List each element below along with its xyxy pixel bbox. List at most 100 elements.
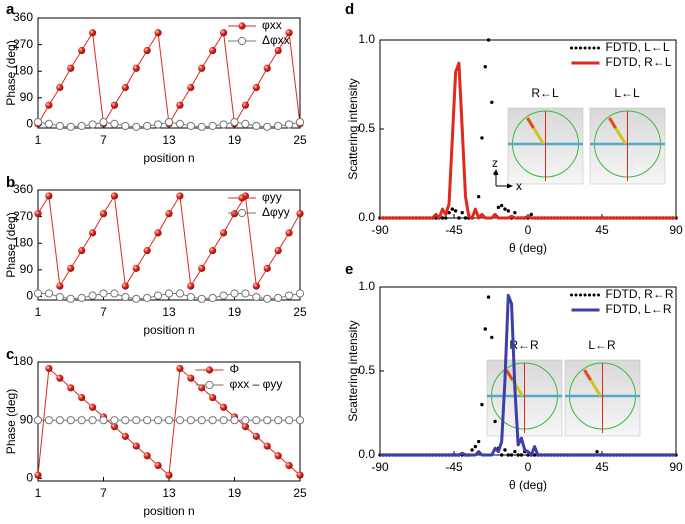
data-marker (44, 119, 54, 128)
data-dot (463, 216, 468, 220)
legend-swatch (570, 46, 573, 50)
data-marker (132, 122, 141, 131)
data-marker (164, 117, 174, 127)
x-tick-label: 1 (35, 133, 42, 147)
data-marker (77, 416, 86, 425)
data-marker (197, 122, 206, 131)
data-marker (55, 121, 64, 131)
data-marker (263, 122, 272, 131)
data-dot (473, 444, 478, 449)
x-tick-label: 19 (228, 133, 242, 147)
data-dot (457, 216, 461, 220)
data-marker (198, 384, 206, 392)
data-marker (175, 416, 185, 425)
data-marker (285, 229, 293, 237)
data-marker (186, 292, 195, 302)
arrow-head (507, 183, 513, 189)
data-marker (164, 289, 174, 298)
data-marker (285, 461, 293, 470)
legend-swatch (574, 46, 578, 50)
y-axis-label: Phase (deg) (4, 389, 18, 454)
data-dot (503, 207, 507, 211)
x-tick-label: 0 (525, 223, 532, 237)
data-dot (490, 335, 494, 340)
x-axis-label: position n (143, 504, 194, 518)
x-axis-label: θ (deg) (509, 241, 547, 255)
data-marker (88, 291, 97, 300)
data-marker (143, 452, 151, 460)
legend-swatch (238, 194, 246, 202)
data-dot (519, 453, 524, 457)
data-dot (595, 449, 599, 454)
panel-label: e (345, 261, 353, 278)
x-tick-label: 1 (35, 486, 42, 500)
data-marker (66, 122, 75, 131)
data-marker (56, 374, 64, 382)
data-marker (176, 364, 184, 373)
data-marker (252, 121, 261, 131)
data-dot (444, 216, 448, 220)
data-marker (165, 210, 173, 218)
data-marker (175, 119, 185, 128)
data-marker (45, 364, 53, 373)
data-marker (78, 393, 86, 402)
data-dot (529, 212, 533, 217)
y-tick-label: 90 (20, 412, 34, 426)
data-marker (176, 192, 184, 200)
data-marker (33, 416, 43, 425)
data-marker (110, 192, 119, 200)
data-marker (121, 282, 129, 290)
legend-swatch (588, 293, 591, 297)
data-dot (450, 207, 455, 211)
data-marker (241, 289, 250, 298)
data-marker (67, 384, 75, 392)
data-marker (263, 442, 271, 450)
y-axis-label: Scattering intensity (346, 78, 360, 179)
legend-swatch (592, 293, 596, 297)
y-tick-label: 360 (13, 182, 33, 196)
data-marker (165, 471, 173, 479)
data-marker (274, 452, 282, 460)
legend-swatch (588, 46, 591, 50)
data-dot (486, 295, 491, 299)
data-marker (99, 289, 108, 298)
x-tick-label: 25 (293, 133, 307, 147)
inset-label: R←R (509, 338, 539, 352)
data-marker (110, 289, 119, 298)
data-marker (143, 121, 152, 131)
x-tick-label: 7 (100, 305, 107, 319)
data-marker (252, 292, 261, 302)
data-marker (99, 416, 108, 425)
x-tick-label: 19 (228, 486, 242, 500)
data-dot (493, 171, 497, 176)
x-tick-label: -90 (371, 223, 389, 237)
data-marker (296, 210, 304, 218)
data-marker (230, 117, 239, 127)
data-dot (503, 448, 507, 452)
data-marker (241, 119, 250, 128)
data-marker (132, 442, 140, 450)
data-marker (132, 416, 141, 425)
data-dot (490, 100, 494, 105)
data-marker (252, 83, 260, 92)
legend-swatch (570, 293, 573, 297)
legend-swatch (237, 36, 247, 46)
x-tick-label: 45 (595, 460, 609, 474)
data-marker (44, 416, 54, 425)
inset-beam (583, 369, 592, 381)
x-tick-label: 25 (293, 305, 307, 319)
y-tick-label: 90 (20, 262, 34, 276)
data-marker (175, 289, 185, 298)
data-marker (110, 416, 119, 425)
x-tick-label: -45 (445, 223, 463, 237)
data-marker (121, 121, 130, 131)
legend-swatch (597, 293, 600, 297)
data-dot (516, 453, 520, 457)
y-tick-label: 180 (13, 354, 33, 368)
data-marker (274, 293, 283, 303)
y-tick-label: 1.0 (358, 32, 375, 46)
data-marker (186, 416, 195, 425)
legend-swatch (597, 46, 600, 50)
data-marker (34, 210, 42, 218)
data-dot (532, 453, 537, 457)
